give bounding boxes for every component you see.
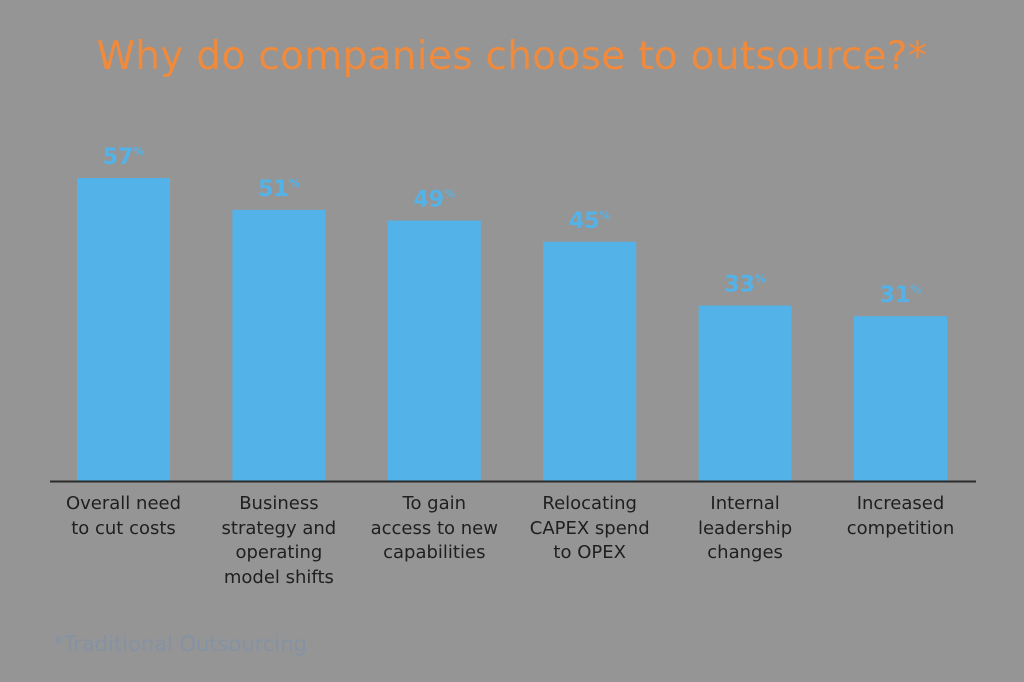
data-label: 33% <box>724 273 766 298</box>
data-label: 31% <box>880 283 922 308</box>
chart-title: Why do companies choose to outsource?* <box>96 34 928 79</box>
bar <box>698 305 792 481</box>
category-label: Relocating CAPEX spend to OPEX <box>529 493 650 563</box>
category-label: Increased competition <box>846 493 955 539</box>
bar <box>854 316 947 481</box>
data-label: 57% <box>103 145 145 170</box>
data-label: 45% <box>569 209 611 234</box>
bar <box>543 241 637 481</box>
data-label: 49% <box>413 188 455 213</box>
category-label: Internal leadership changes <box>697 493 793 563</box>
footnote: *Traditional Outsourcing <box>53 632 307 656</box>
category-label: To gain access to new capabilities <box>370 493 498 563</box>
bar <box>232 209 326 482</box>
bar <box>387 220 481 482</box>
bar <box>77 178 170 481</box>
category-label: Business strategy and operating model shift… <box>221 493 337 588</box>
data-label: 51% <box>258 177 300 202</box>
category-label: Overall need to cut costs <box>65 493 182 539</box>
